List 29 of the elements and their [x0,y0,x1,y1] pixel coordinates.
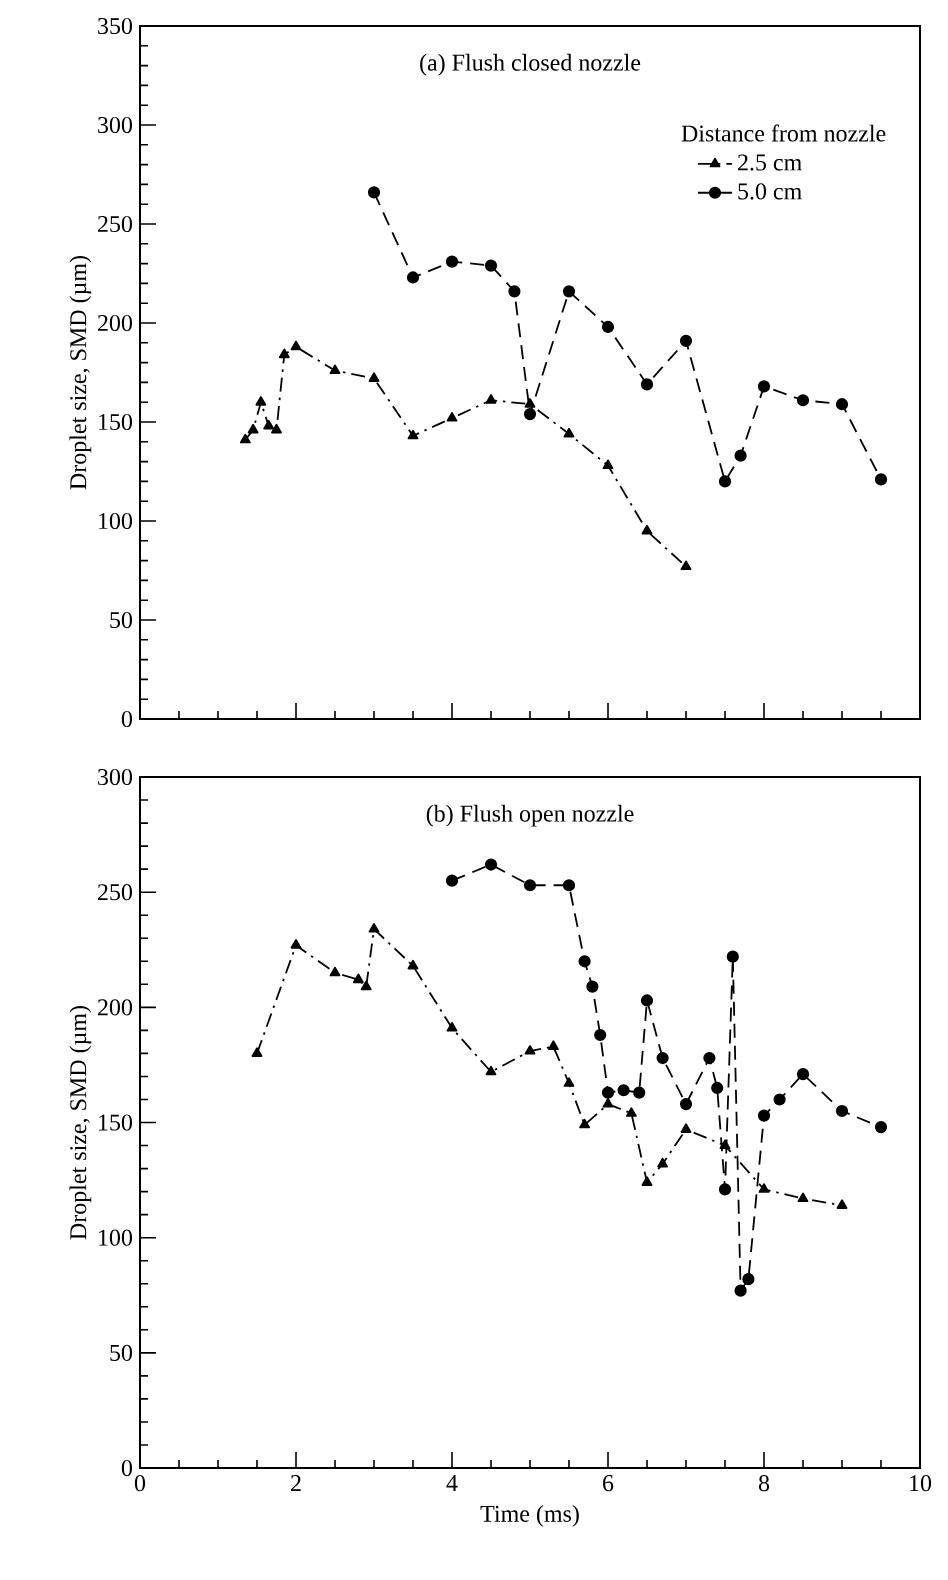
y-tick-label: 50 [110,1344,133,1361]
text: (a) Flush closed nozzle [420,53,641,76]
y-axis-title: Droplet size, SMD (µm) [69,1006,92,1240]
y-tick-label: 300 [98,768,132,786]
y-tick-label: 150 [99,413,132,431]
x-tick-label: 4 [446,1475,458,1491]
x-tick-label: 8 [758,1475,770,1492]
y-tick-label: 200 [98,314,132,332]
legend-label: 5.0 cm [738,183,802,200]
legend-title: Distance from nozzle [681,124,886,142]
y-tick-label: 300 [98,116,132,134]
x-tick-label: 6 [603,1475,614,1492]
y-tick-label: 50 [110,611,133,629]
x-axis-title: Time (ms) [480,1505,579,1527]
x-tick-label: 0 [134,1475,146,1492]
y-tick-label: 0 [121,1459,133,1477]
y-tick-label: 250 [98,884,132,901]
y-tick-label: 100 [99,512,132,530]
y-tick-label: 250 [98,215,132,233]
y-tick-label: 100 [99,1229,132,1246]
y-tick-label: 200 [98,999,132,1016]
text: (b) Flush open nozzle [426,804,634,827]
x-tick-label: 2 [291,1475,301,1491]
legend-label: 2.5 cm [738,154,802,171]
y-tick-label: 150 [99,1114,132,1131]
y-tick-label: 350 [98,17,132,35]
x-tick-label: 10 [910,1475,932,1492]
y-axis-title: Droplet size, SMD (µm) [69,256,92,490]
y-tick-label: 0 [121,710,133,728]
